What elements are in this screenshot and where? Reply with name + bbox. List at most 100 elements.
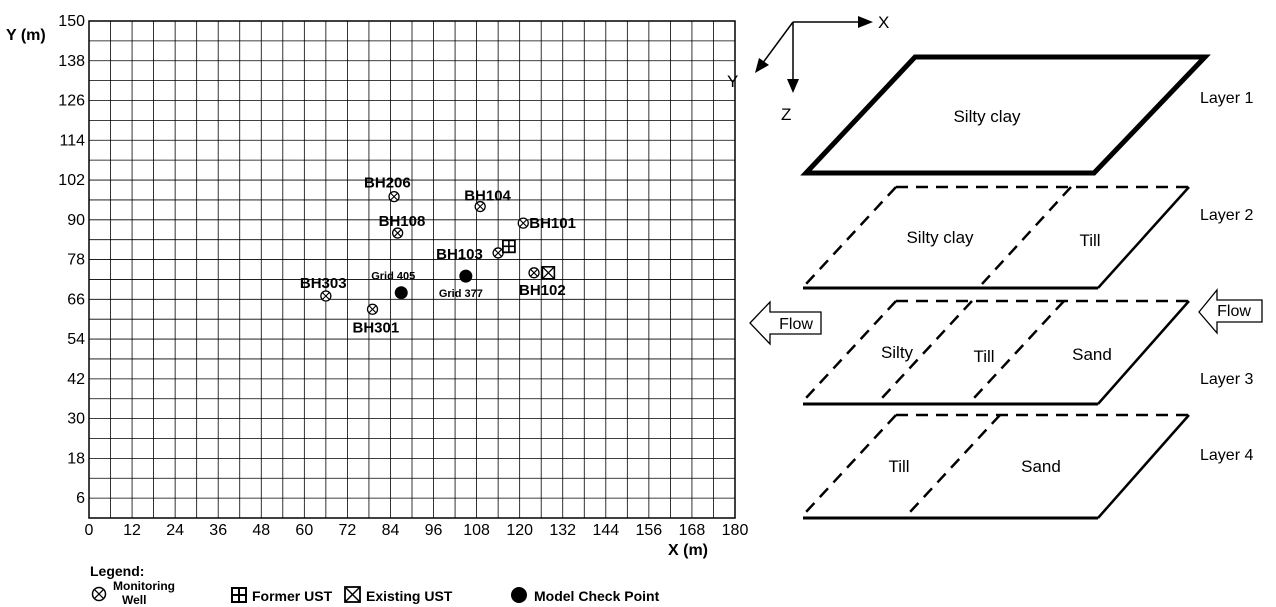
x-tick-label: 72	[339, 522, 357, 539]
monitoring-well-label: BH102	[519, 282, 566, 299]
legend-monitoring-well-line1: Monitoring	[113, 579, 175, 593]
y-tick-label: 114	[59, 132, 85, 149]
grid-lines	[89, 21, 735, 518]
x-tick-label: 180	[722, 522, 749, 539]
monitoring-well-icon	[474, 200, 486, 213]
monitoring-well-cross	[390, 192, 398, 201]
x-arrowhead-icon	[858, 16, 873, 28]
legend-monitoring-well-icon	[91, 586, 107, 602]
layer-3-zone-2: Till	[973, 347, 994, 366]
layer-4-zone-1: Till	[888, 457, 909, 476]
layer-4: Till Sand Layer 4	[803, 413, 1253, 520]
monitoring-well-label: BH103	[436, 246, 483, 263]
monitoring-well-icon	[320, 290, 332, 302]
monitoring-well-icon	[492, 247, 504, 259]
flow-right-label: Flow	[1217, 303, 1251, 320]
monitoring-well-label: BH301	[353, 319, 400, 336]
y-tick-label: 126	[58, 93, 85, 110]
y-axis-label: Y (m)	[6, 27, 46, 44]
existing-ust-line	[541, 266, 555, 280]
x-tick-label: 36	[209, 522, 227, 539]
monitoring-well-cross	[476, 202, 485, 211]
legend-former-ust: Former UST	[252, 588, 333, 604]
monitoring-well-label: BH104	[464, 188, 511, 205]
model-check-point-icon	[459, 269, 473, 283]
model-check-point-icon	[394, 286, 408, 300]
flow-left-arrow-icon	[749, 300, 822, 346]
grid-map: 0 12 24 36 48 60 72 84 96 108 120 132 144 156 168 180 6…	[6, 13, 748, 559]
y-coord-label: Y	[727, 72, 738, 91]
y-tick-label: 102	[58, 172, 85, 189]
y-tick-label: 30	[67, 411, 85, 428]
existing-ust-icon	[541, 266, 556, 280]
legend-existing-ust-icon	[344, 586, 361, 603]
coordinate-axes: X Y Z	[727, 13, 889, 124]
y-tick-label: 66	[67, 291, 85, 308]
y-tick-label: 90	[67, 212, 85, 229]
model-check-point-label: Grid 377	[439, 288, 483, 300]
monitoring-well-icon	[391, 227, 404, 239]
x-tick-label: 120	[506, 522, 533, 539]
monitoring-well-cross	[519, 219, 528, 228]
x-tick-label: 168	[679, 522, 706, 539]
model-check-point-label: Grid 405	[371, 271, 415, 283]
monitoring-well-cross	[393, 229, 402, 237]
layer-stack: Silty clay Layer 1 Silty clay Till Layer…	[800, 54, 1253, 520]
layer-1-label: Layer 1	[1200, 90, 1253, 107]
monitoring-well-icon	[366, 303, 379, 315]
monitoring-well-label: BH101	[529, 215, 576, 232]
legend-existing-ust: Existing UST	[366, 588, 453, 604]
y-tick-label: 42	[67, 371, 85, 388]
x-tick-label: 60	[295, 522, 313, 539]
layer-3: Silty Till Sand Layer 3	[803, 299, 1253, 406]
legend-model-check-point: Model Check Point	[534, 588, 660, 604]
y-tick-label: 18	[67, 450, 85, 467]
layer-3-zone-3: Sand	[1072, 345, 1112, 364]
y-tick-labels: 6 18 30 42 54 66 78 90 102 114 126 138 150	[58, 13, 85, 507]
monitoring-well-label: BH108	[379, 213, 426, 230]
y-tick-label: 150	[58, 13, 85, 30]
x-axis-label: X (m)	[668, 542, 708, 559]
layer-3-zone-1: Silty	[881, 343, 914, 362]
x-tick-labels: 0 12 24 36 48 60 72 84 96 108 120 132 144 156 168 180	[85, 522, 749, 539]
layer-1-zone-1: Silty clay	[953, 107, 1021, 126]
y-tick-label: 138	[58, 53, 85, 70]
y-tick-label: 78	[67, 252, 85, 269]
monitoring-well-icon	[528, 267, 540, 279]
x-tick-label: 12	[123, 522, 141, 539]
legend: Legend: Monitoring Well Former UST Exist…	[90, 563, 660, 607]
layer-2-zone-2: Till	[1079, 231, 1100, 250]
layer-2-label: Layer 2	[1200, 207, 1253, 224]
y-arrowhead-icon	[755, 58, 769, 73]
y-tick-label: 54	[67, 331, 85, 348]
x-tick-label: 0	[85, 522, 94, 539]
flow-arrow-left: Flow	[749, 300, 822, 346]
monitoring-well-cross	[530, 268, 538, 277]
former-ust-icon	[501, 239, 516, 254]
x-tick-label: 24	[166, 522, 184, 539]
monitoring-well-icon	[517, 217, 529, 229]
monitoring-well-label: BH206	[364, 175, 411, 192]
y-direction-arrow	[761, 21, 794, 65]
layer-2-zone-1: Silty clay	[906, 228, 974, 247]
monitoring-well-cross	[368, 305, 377, 314]
monitoring-well-label: BH303	[300, 275, 347, 292]
monitoring-well-icon	[388, 190, 400, 203]
layer-4-label: Layer 4	[1200, 447, 1253, 464]
legend-check-point-icon	[511, 587, 527, 603]
flow-left-label: Flow	[779, 316, 813, 333]
map-markers: BH206 BH104 BH108 BH101 BH103 BH102 BH303 BH301…	[300, 175, 576, 337]
legend-title: Legend:	[90, 563, 144, 579]
x-tick-label: 156	[636, 522, 663, 539]
y-tick-label: 6	[76, 490, 85, 507]
legend-monitoring-well-line2: Well	[122, 593, 146, 607]
flow-right-arrow-icon	[1198, 288, 1263, 335]
plot-frame	[88, 20, 736, 519]
x-tick-label: 48	[252, 522, 270, 539]
layer-3-label: Layer 3	[1200, 371, 1253, 388]
layer-1: Silty clay Layer 1	[800, 54, 1253, 176]
legend-former-ust-icon	[231, 587, 247, 603]
x-tick-label: 108	[463, 522, 490, 539]
x-tick-label: 84	[382, 522, 400, 539]
